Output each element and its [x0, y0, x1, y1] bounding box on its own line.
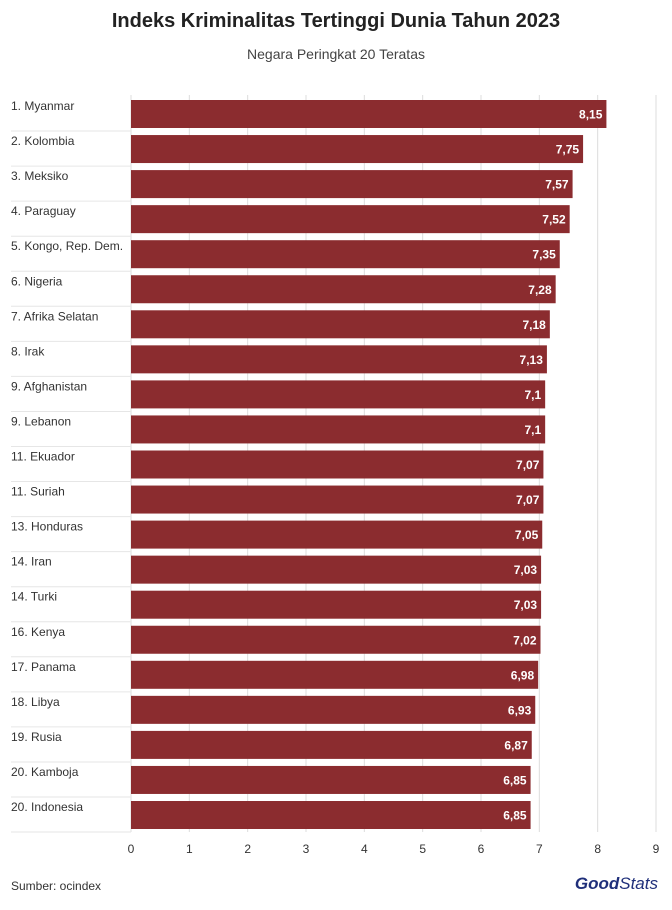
- x-tick-label: 1: [186, 842, 193, 856]
- category-label: 17. Panama: [11, 660, 76, 674]
- bar: [131, 520, 543, 549]
- logo-stats-text: Stats: [619, 874, 658, 893]
- value-label: 6,85: [503, 773, 527, 787]
- category-label: 16. Kenya: [11, 625, 65, 639]
- x-tick-label: 5: [419, 842, 426, 856]
- value-label: 8,15: [579, 108, 603, 122]
- category-label: 2. Kolombia: [11, 134, 75, 148]
- value-label: 7,18: [522, 318, 546, 332]
- category-label: 11. Suriah: [11, 485, 65, 499]
- value-label: 7,52: [542, 213, 566, 227]
- value-label: 7,28: [528, 283, 552, 297]
- bar: [131, 730, 532, 759]
- bar: [131, 275, 556, 304]
- category-label: 20. Indonesia: [11, 800, 83, 814]
- x-tick-label: 8: [594, 842, 601, 856]
- value-label: 7,1: [524, 388, 541, 402]
- x-tick-label: 2: [244, 842, 251, 856]
- category-label: 11. Ekuador: [11, 450, 75, 464]
- value-label: 6,98: [511, 668, 535, 682]
- category-label: 6. Nigeria: [11, 274, 63, 288]
- bar: [131, 625, 541, 654]
- bar: [131, 135, 584, 164]
- category-label: 4. Paraguay: [11, 204, 76, 218]
- bar: [131, 170, 573, 199]
- source-note: Sumber: ocindex: [11, 879, 102, 893]
- category-label: 3. Meksiko: [11, 169, 69, 183]
- bar-chart: 0 1 2 3 4 5 6 7 8 9 1. Myanmar 8,15 2. Kolombia 7,75 3…: [11, 95, 660, 856]
- bar: [131, 450, 544, 479]
- category-label: 19. Rusia: [11, 730, 62, 744]
- x-tick-label: 3: [303, 842, 310, 856]
- category-label: 14. Turki: [11, 590, 57, 604]
- goodstats-logo: GoodStats: [575, 874, 658, 894]
- category-label: 13. Honduras: [11, 520, 83, 534]
- category-label: 18. Libya: [11, 695, 60, 709]
- bar: [131, 695, 536, 724]
- chart-title: Indeks Kriminalitas Tertinggi Dunia Tahu…: [111, 10, 561, 32]
- value-label: 6,85: [503, 809, 527, 823]
- category-label: 7. Afrika Selatan: [11, 309, 98, 323]
- logo-good-text: Good: [574, 874, 620, 893]
- category-label: 1. Myanmar: [11, 99, 74, 113]
- value-label: 7,75: [556, 143, 580, 157]
- value-label: 7,57: [545, 178, 569, 192]
- bar: [131, 205, 570, 234]
- chart-subtitle: Negara Peringkat 20 Teratas: [247, 46, 425, 62]
- value-label: 7,13: [520, 353, 544, 367]
- bar: [131, 590, 542, 619]
- category-label: 20. Kamboja: [11, 765, 79, 779]
- bar: [131, 555, 542, 584]
- bar: [131, 485, 544, 514]
- value-label: 7,05: [515, 528, 539, 542]
- x-tick-label: 6: [478, 842, 485, 856]
- bar: [131, 100, 607, 128]
- value-label: 7,03: [514, 598, 538, 612]
- category-label: 9. Lebanon: [11, 414, 71, 428]
- category-label: 9. Afghanistan: [11, 379, 87, 393]
- x-tick-label: 9: [653, 842, 660, 856]
- category-label: 8. Irak: [11, 344, 45, 358]
- value-label: 6,93: [508, 703, 532, 717]
- value-label: 7,35: [532, 248, 556, 262]
- value-label: 6,87: [504, 738, 528, 752]
- bar: [131, 660, 539, 689]
- x-tick-label: 7: [536, 842, 543, 856]
- value-label: 7,02: [513, 633, 537, 647]
- bar: [131, 801, 531, 829]
- value-label: 7,07: [516, 493, 540, 507]
- value-label: 7,1: [524, 423, 541, 437]
- bar: [131, 345, 547, 374]
- bar: [131, 380, 546, 409]
- value-label: 7,07: [516, 458, 540, 472]
- bar: [131, 765, 531, 794]
- x-tick-label: 4: [361, 842, 368, 856]
- bar: [131, 240, 560, 269]
- category-label: 14. Iran: [11, 555, 52, 569]
- x-tick-label: 0: [128, 842, 135, 856]
- category-label: 5. Kongo, Rep. Dem.: [11, 239, 123, 253]
- value-label: 7,03: [514, 563, 538, 577]
- bar: [131, 310, 550, 339]
- bar: [131, 415, 546, 444]
